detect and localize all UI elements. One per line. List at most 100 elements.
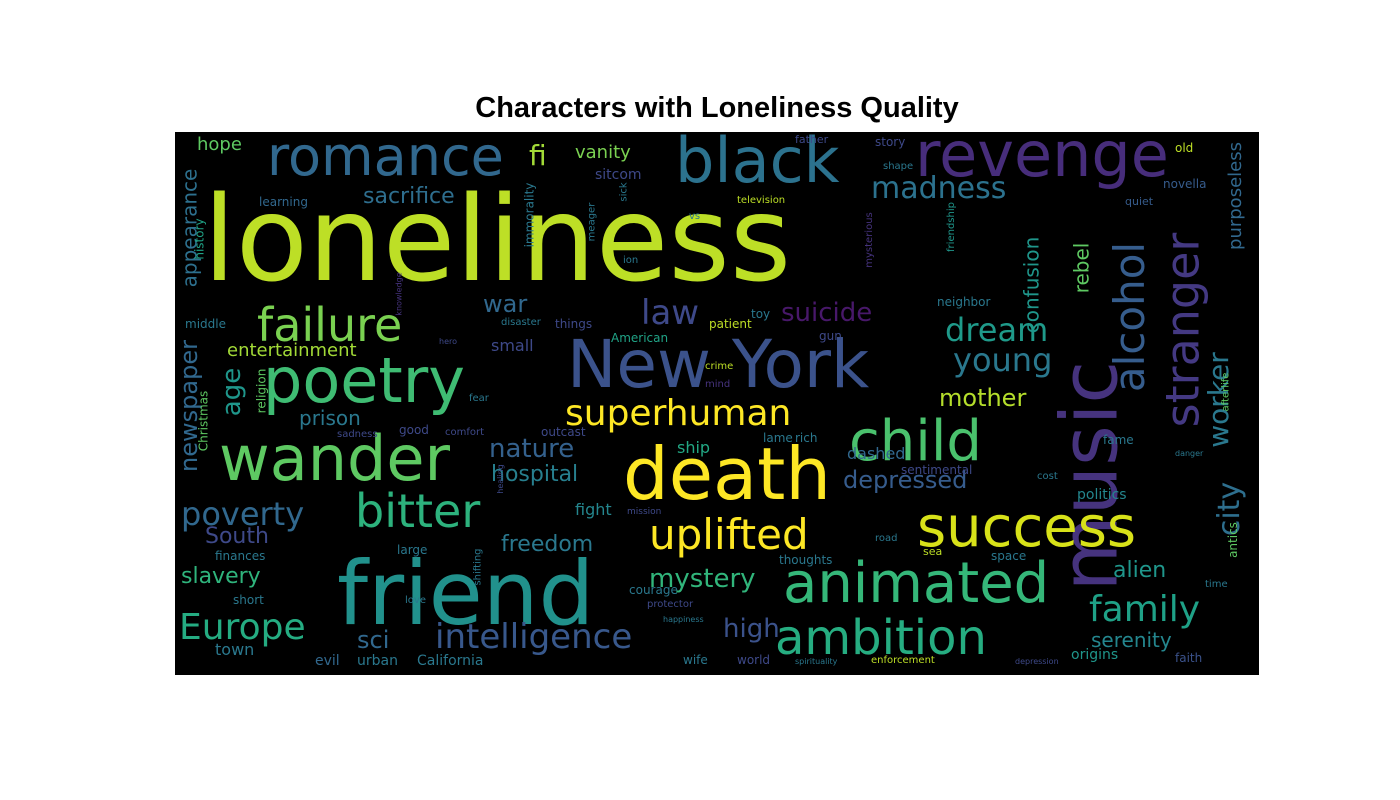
word-shifting: shifting	[472, 547, 484, 586]
word-spirituality: spirituality	[795, 657, 838, 666]
chart-title: Characters with Loneliness Quality	[475, 92, 959, 124]
word-ship: ship	[677, 438, 711, 457]
word-madness: madness	[871, 171, 1007, 206]
word-cost: cost	[1037, 471, 1058, 482]
word-wife: wife	[683, 653, 708, 667]
word-mystery: mystery	[649, 564, 756, 594]
word-age: age	[217, 367, 248, 417]
word-shape: shape	[883, 161, 914, 172]
word-healing: healing	[495, 464, 505, 494]
word-afterlife: afterlife	[1219, 372, 1231, 411]
word-mother: mother	[939, 384, 1027, 412]
word-learning: learning	[259, 195, 308, 209]
word-mission: mission	[627, 507, 662, 517]
word-fight: fight	[575, 500, 612, 519]
word-comfort: comfort	[445, 427, 485, 438]
word-nature: nature	[489, 434, 575, 464]
word-ion: ion	[623, 255, 639, 266]
word-superhuman: superhuman	[565, 393, 792, 434]
word-confusion: confusion	[1018, 236, 1043, 333]
word-love: love	[405, 595, 426, 606]
word-small: small	[491, 336, 534, 355]
word-cloud: loneliness friend death music New York wander…	[175, 132, 1259, 675]
word-enforcement: enforcement	[871, 655, 935, 666]
word-religion: religion	[253, 368, 268, 413]
word-danger: danger	[1175, 449, 1204, 458]
word-town: town	[215, 640, 255, 659]
word-sitcom: sitcom	[595, 167, 642, 183]
word-time: time	[1205, 579, 1228, 590]
word-quiet: quiet	[1125, 195, 1154, 208]
word-patient: patient	[709, 317, 752, 331]
word-child: child	[849, 409, 982, 474]
word-wander: wander	[219, 422, 450, 495]
word-novella: novella	[1163, 177, 1207, 191]
word-serenity: serenity	[1091, 628, 1172, 652]
word-friend: friend	[337, 542, 595, 645]
word-friendship: friendship	[945, 202, 957, 252]
word-large: large	[397, 543, 428, 557]
word-black: black	[675, 132, 840, 197]
word-middle: middle	[185, 317, 226, 331]
word-poetry: poetry	[263, 344, 465, 417]
word-father: father	[795, 133, 829, 146]
word-faith: faith	[1175, 651, 1203, 665]
word-evil: evil	[315, 653, 340, 669]
word-intelligence: intelligence	[435, 617, 633, 657]
word-hope: hope	[197, 134, 242, 155]
word-story: story	[875, 135, 906, 149]
word-road: road	[875, 533, 898, 544]
word-gun: gun	[819, 329, 842, 343]
word-politics: politics	[1077, 487, 1127, 503]
word-toy: toy	[751, 307, 771, 321]
word-hospital: hospital	[491, 462, 579, 487]
word-slavery: slavery	[181, 564, 261, 589]
word-immorality: immorality	[521, 182, 536, 247]
word-fear: fear	[469, 393, 489, 404]
word-success: success	[917, 495, 1137, 560]
word-ambition: ambition	[775, 610, 987, 666]
word-protector: protector	[647, 599, 694, 610]
word-poverty: poverty	[181, 495, 305, 533]
word-urban: urban	[357, 653, 398, 669]
word-stranger: stranger	[1154, 232, 1209, 427]
word-lame: lame	[763, 431, 793, 445]
word-space: space	[991, 549, 1027, 563]
word-war: war	[483, 290, 528, 318]
word-old: old	[1175, 141, 1194, 155]
word-new-york: New York	[567, 326, 870, 403]
word-alien: alien	[1113, 558, 1167, 583]
word-south: South	[205, 524, 269, 549]
word-fame: fame	[1103, 433, 1134, 447]
word-sea: sea	[923, 545, 943, 558]
word-rebel: rebel	[1068, 242, 1093, 293]
word-sentimental: sentimental	[901, 463, 973, 477]
word-outcast: outcast	[541, 425, 586, 439]
word-finances: finances	[215, 549, 266, 563]
word-entertainment: entertainment	[227, 340, 357, 361]
word-american: American	[611, 331, 669, 345]
word-history: history	[192, 217, 207, 260]
word-prison: prison	[299, 406, 361, 430]
word-suicide: suicide	[781, 298, 873, 328]
word-courage: courage	[629, 583, 678, 597]
word-good: good	[399, 423, 429, 437]
word-sadness: sadness	[337, 429, 378, 440]
word-world: world	[737, 653, 771, 667]
word-mysterious: mysterious	[863, 212, 875, 268]
word-california: California	[417, 653, 484, 669]
word-failure: failure	[257, 298, 403, 352]
word-europe: Europe	[179, 607, 306, 648]
word-vanity: vanity	[575, 142, 631, 163]
word-high: high	[723, 614, 780, 644]
word-dashed: dashed	[847, 444, 906, 463]
word-things: things	[555, 317, 593, 331]
word-family: family	[1089, 589, 1201, 630]
word-hero: hero	[439, 337, 457, 346]
word-loneliness: loneliness	[203, 170, 792, 308]
word-disaster: disaster	[501, 317, 541, 328]
word-uplifted: uplifted	[649, 510, 809, 559]
word-fi: fi	[529, 139, 547, 172]
word-depressed: depressed	[843, 466, 968, 494]
word-animated: animated	[783, 551, 1050, 616]
